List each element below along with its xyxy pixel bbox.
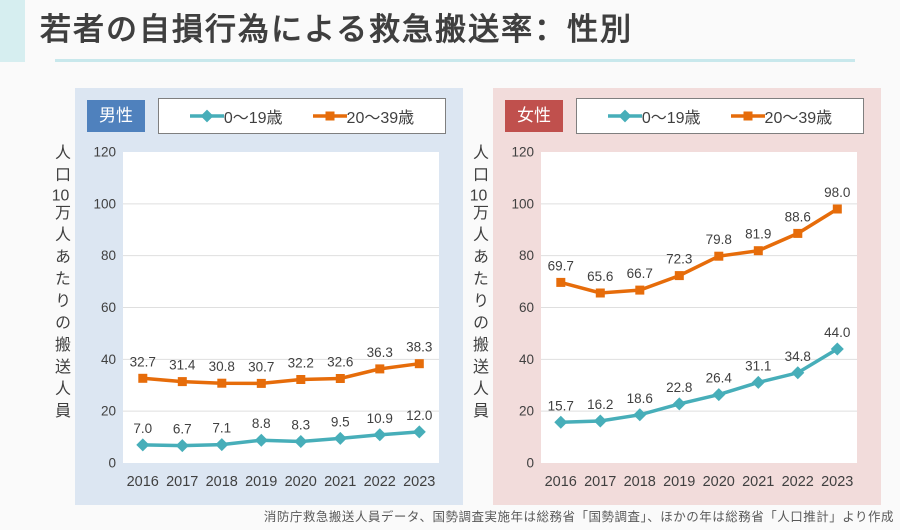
svg-text:2017: 2017 [166, 474, 198, 490]
legend-female: 0〜19歳 20〜39歳 [576, 98, 864, 134]
source-note: 消防庁救急搬送人員データ、国勢調査実施年は総務省「国勢調査」、ほかの年は総務省「… [263, 510, 894, 524]
svg-text:30.8: 30.8 [209, 359, 235, 374]
svg-text:2023: 2023 [403, 474, 435, 490]
svg-text:2016: 2016 [127, 474, 159, 490]
legend-label-20-39: 20〜39歳 [764, 110, 833, 127]
svg-text:2018: 2018 [206, 474, 238, 490]
svg-text:40: 40 [519, 352, 534, 367]
square-marker-icon [312, 111, 347, 121]
svg-text:80: 80 [519, 248, 534, 263]
svg-text:10.9: 10.9 [367, 411, 393, 426]
diamond-marker-icon [607, 109, 642, 123]
gender-badge-female: 女性 [505, 99, 563, 133]
svg-text:8.8: 8.8 [252, 416, 271, 431]
svg-text:12.0: 12.0 [406, 408, 432, 423]
legend-male: 0〜19歳 20〜39歳 [158, 98, 446, 134]
svg-text:2018: 2018 [624, 474, 656, 490]
panel-header-male: 男性 0〜19歳 20〜39歳 [87, 97, 451, 135]
panel-male: 男性 0〜19歳 20〜39歳 0 20 40 60 80 100 120 2016 2017 2… [75, 88, 463, 505]
svg-text:31.1: 31.1 [745, 358, 771, 373]
svg-text:6.7: 6.7 [173, 422, 192, 437]
chart-group-male: 人口10万人あたりの搬送人員 男性 0〜19歳 20〜39歳 0 20 40 60 80… [45, 88, 463, 505]
svg-text:32.6: 32.6 [327, 355, 353, 370]
svg-text:0: 0 [108, 456, 116, 471]
svg-text:60: 60 [519, 300, 534, 315]
svg-text:32.2: 32.2 [288, 356, 314, 371]
svg-text:120: 120 [511, 145, 534, 160]
svg-text:2019: 2019 [245, 474, 277, 490]
svg-text:0: 0 [526, 456, 534, 471]
svg-text:120: 120 [93, 145, 116, 160]
svg-text:81.9: 81.9 [745, 227, 771, 242]
line-chart-male: 0 20 40 60 80 100 120 2016 2017 2018 2019 2020 2021 2… [93, 145, 439, 490]
svg-text:2017: 2017 [584, 474, 616, 490]
y-axis-label-female: 人口10万人あたりの搬送人員 [469, 144, 488, 424]
svg-text:2022: 2022 [782, 474, 814, 490]
y-axis-label-column-male: 人口10万人あたりの搬送人員 [45, 88, 75, 505]
svg-text:100: 100 [93, 196, 116, 211]
svg-text:26.4: 26.4 [706, 371, 733, 386]
svg-text:2021: 2021 [324, 474, 356, 490]
svg-text:34.8: 34.8 [785, 349, 811, 364]
legend-item-20-39: 20〜39歳 [730, 104, 833, 128]
svg-text:36.3: 36.3 [367, 345, 393, 360]
svg-text:2016: 2016 [545, 474, 577, 490]
y-axis-label-column-female: 人口10万人あたりの搬送人員 [463, 88, 493, 505]
legend-label-20-39: 20〜39歳 [346, 110, 415, 127]
svg-text:40: 40 [101, 352, 116, 367]
line-chart-female: 0 20 40 60 80 100 120 2016 2017 2018 2019 2020 2021 2… [511, 145, 857, 490]
svg-text:80: 80 [101, 248, 116, 263]
svg-text:72.3: 72.3 [666, 252, 692, 267]
svg-text:69.7: 69.7 [548, 258, 574, 273]
chart-group-female: 人口10万人あたりの搬送人員 女性 0〜19歳 20〜39歳 0 20 40 60 80… [463, 88, 881, 505]
svg-text:30.7: 30.7 [248, 359, 274, 374]
svg-text:20: 20 [519, 404, 534, 419]
svg-text:66.7: 66.7 [627, 266, 653, 281]
page-title: 若者の自損行為による救急搬送率：性別 [40, 12, 634, 47]
svg-text:100: 100 [511, 196, 534, 211]
svg-text:2022: 2022 [364, 474, 396, 490]
svg-text:7.1: 7.1 [212, 421, 231, 436]
svg-text:15.7: 15.7 [548, 398, 574, 413]
title-accent-bar [0, 0, 25, 62]
svg-text:88.6: 88.6 [785, 209, 811, 224]
svg-text:65.6: 65.6 [587, 269, 613, 284]
svg-text:8.3: 8.3 [291, 418, 310, 433]
svg-text:7.0: 7.0 [133, 421, 152, 436]
legend-item-0-19: 0〜19歳 [607, 104, 701, 128]
svg-text:31.4: 31.4 [169, 358, 196, 373]
svg-text:16.2: 16.2 [587, 397, 613, 412]
svg-text:2019: 2019 [663, 474, 695, 490]
legend-label-0-19: 0〜19歳 [641, 110, 701, 127]
svg-text:32.7: 32.7 [130, 354, 156, 369]
square-marker-icon [730, 111, 765, 121]
svg-text:22.8: 22.8 [666, 380, 692, 395]
panel-header-female: 女性 0〜19歳 20〜39歳 [505, 97, 869, 135]
svg-text:98.0: 98.0 [824, 185, 850, 200]
y-axis-label-male: 人口10万人あたりの搬送人員 [51, 144, 70, 424]
title-underline [55, 59, 855, 62]
legend-label-0-19: 0〜19歳 [223, 110, 283, 127]
panel-female: 女性 0〜19歳 20〜39歳 0 20 40 60 80 100 120 2016 2017 2… [493, 88, 881, 505]
svg-text:60: 60 [101, 300, 116, 315]
gender-badge-male: 男性 [87, 99, 145, 133]
svg-text:9.5: 9.5 [331, 414, 350, 429]
svg-text:18.6: 18.6 [627, 391, 653, 406]
svg-text:44.0: 44.0 [824, 325, 850, 340]
svg-text:79.8: 79.8 [706, 232, 732, 247]
legend-item-20-39: 20〜39歳 [312, 104, 415, 128]
charts-row: 人口10万人あたりの搬送人員 男性 0〜19歳 20〜39歳 0 20 40 60 80… [45, 88, 881, 505]
svg-text:2023: 2023 [821, 474, 853, 490]
legend-item-0-19: 0〜19歳 [189, 104, 283, 128]
svg-text:2020: 2020 [703, 474, 735, 490]
svg-text:20: 20 [101, 404, 116, 419]
svg-text:2021: 2021 [742, 474, 774, 490]
svg-text:2020: 2020 [285, 474, 317, 490]
diamond-marker-icon [189, 109, 224, 123]
svg-text:38.3: 38.3 [406, 340, 432, 355]
